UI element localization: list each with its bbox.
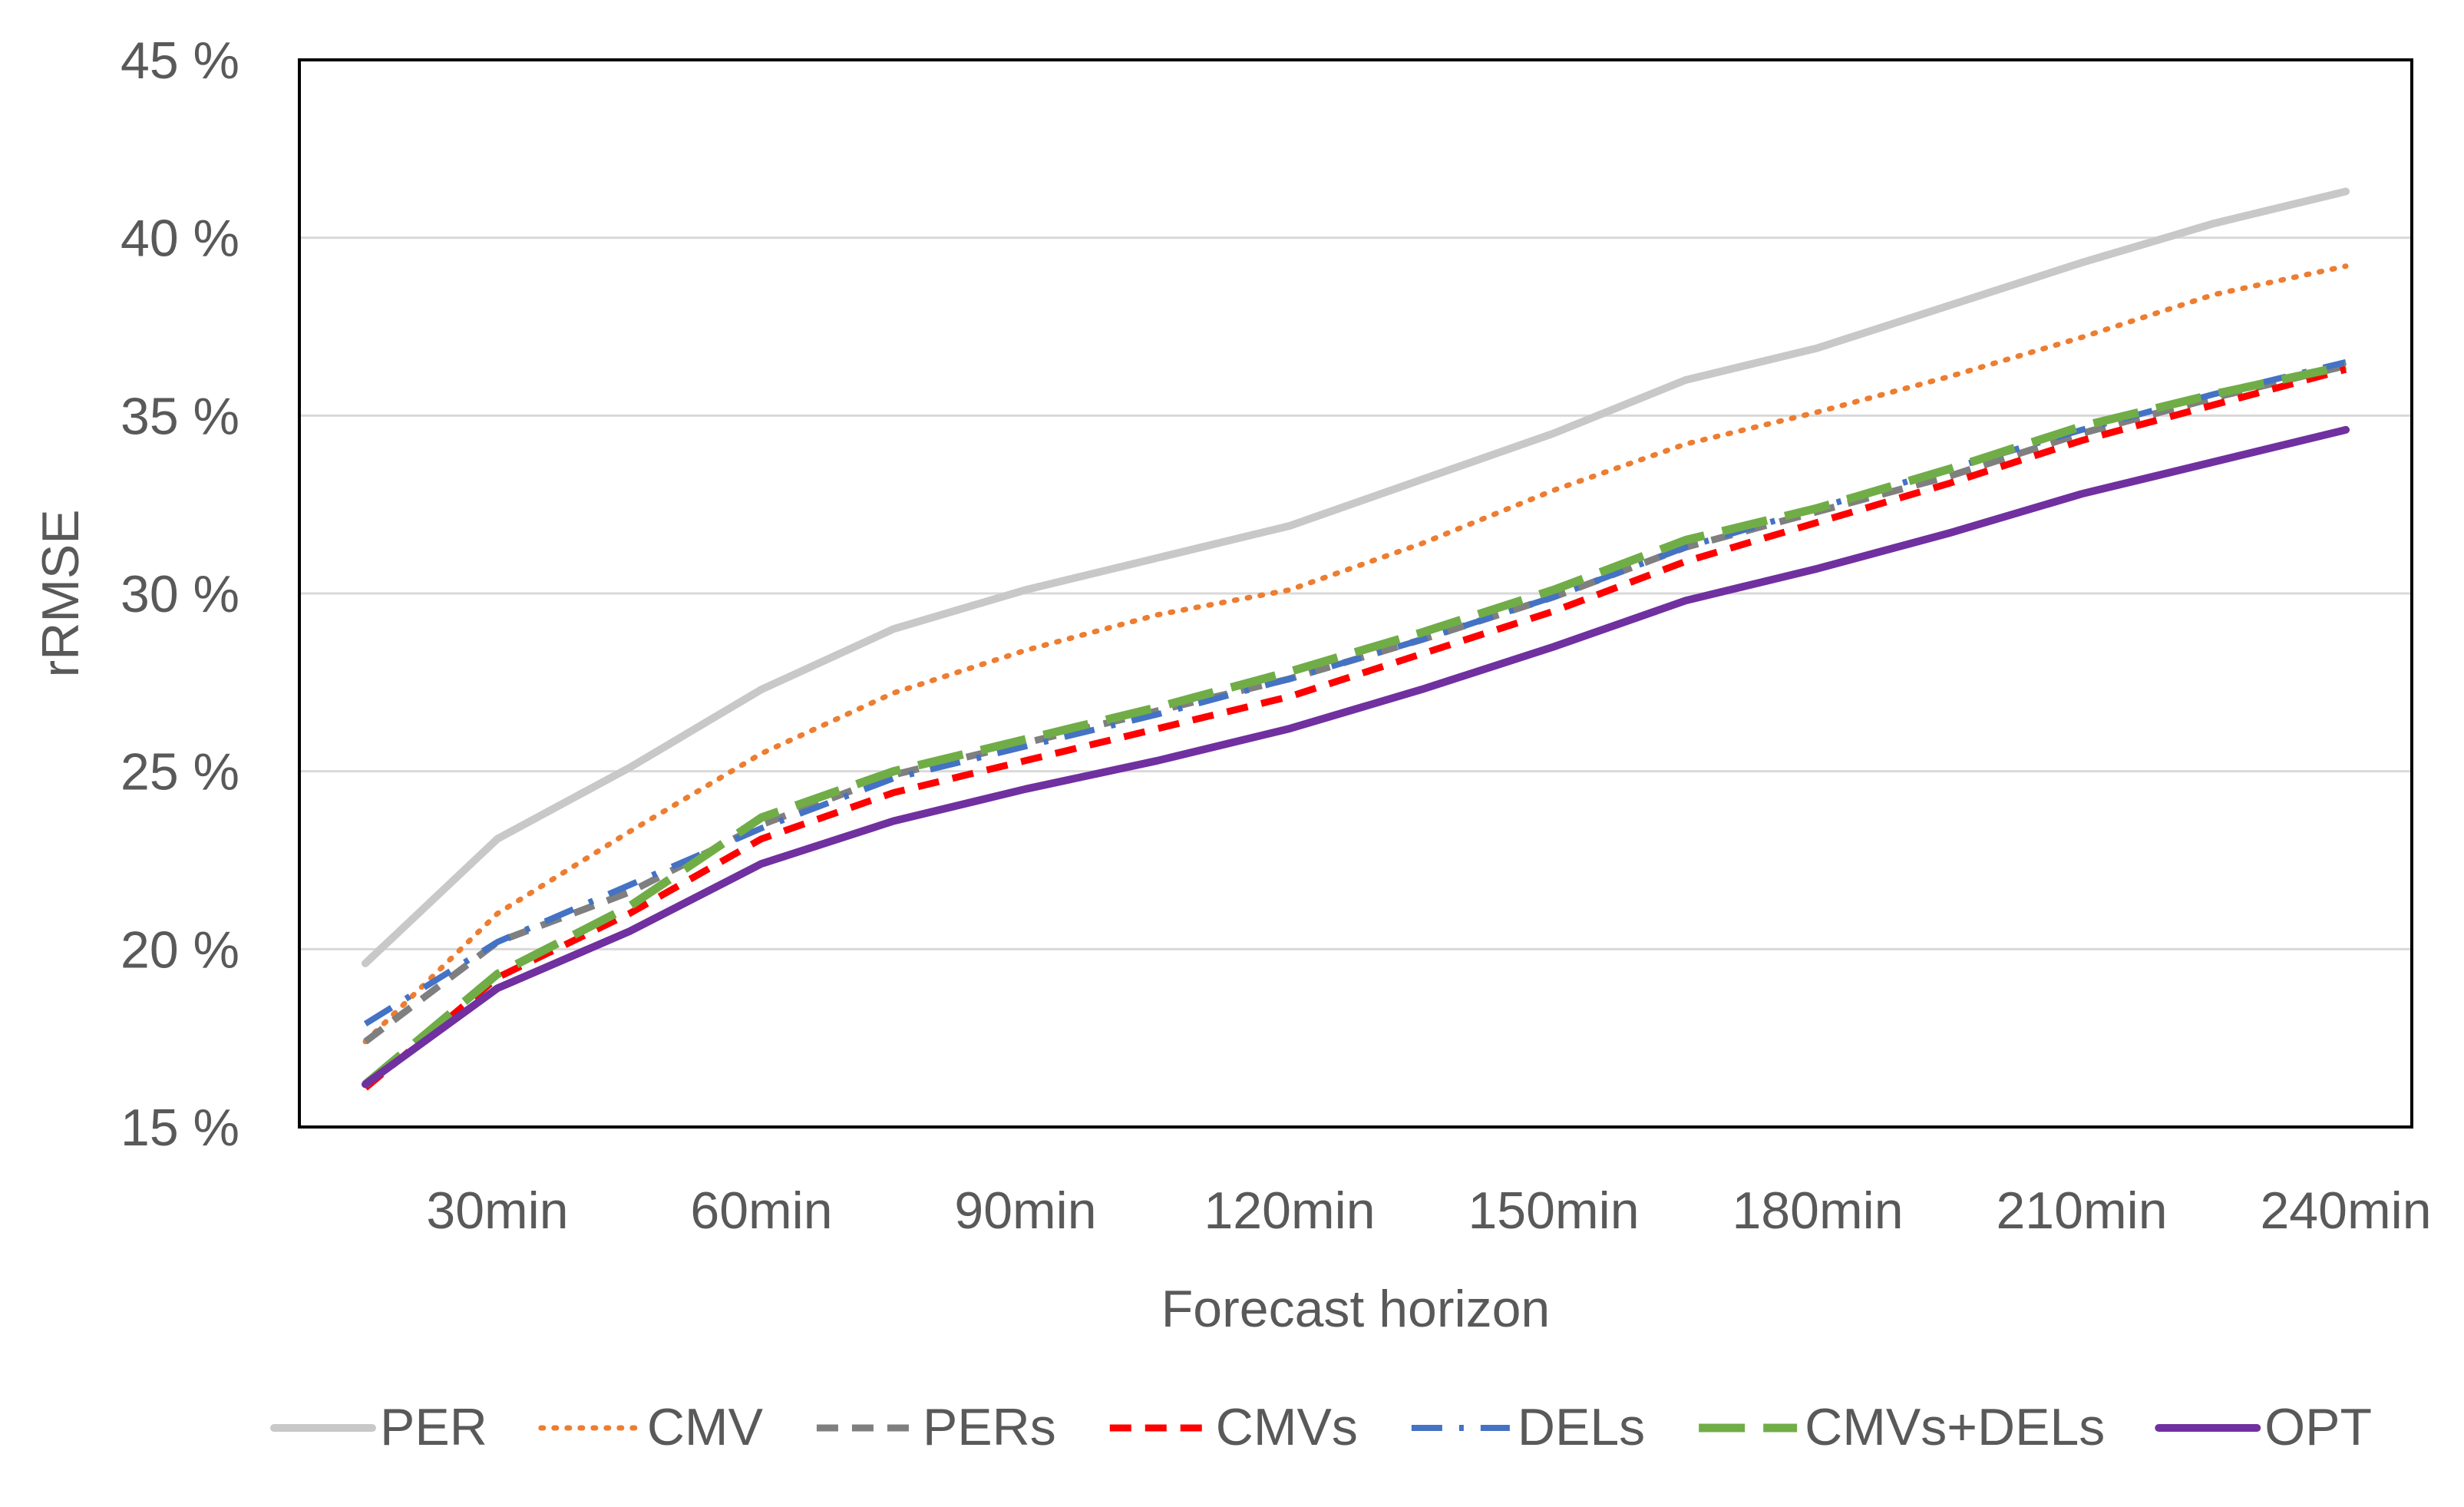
x-tick-label: 210min: [1996, 1181, 2167, 1240]
legend-item-cmvs-dels: CMVs+DELs: [1699, 1398, 2105, 1456]
series-line-pers: [363, 362, 2347, 1045]
legend-item-cmvs: CMVs: [1109, 1398, 1358, 1456]
series-layer: [362, 187, 2350, 1091]
y-axis-tick-labels: 15 % 20 % 25 % 30 % 35 % 40 % 45 %: [121, 31, 239, 1157]
plot-area-border: [298, 58, 2413, 1129]
x-tick-label: 30min: [426, 1181, 568, 1240]
x-tick-label: 120min: [1204, 1181, 1375, 1240]
x-tick-label: 240min: [2260, 1181, 2431, 1240]
legend-item-dels: DELs: [1411, 1398, 1645, 1456]
series-line-dels: [363, 359, 2347, 1027]
x-tick-label: 150min: [1468, 1181, 1639, 1240]
y-tick-label: 30 %: [121, 565, 239, 623]
legend: PER CMV PERs CMVs DELs CMVs+DELs OPT: [270, 1398, 2372, 1456]
legend-label: OPT: [2264, 1398, 2372, 1456]
legend-label: CMVs+DELs: [1805, 1398, 2105, 1456]
legend-label: PER: [380, 1398, 487, 1456]
legend-label: PERs: [923, 1398, 1056, 1456]
legend-label: CMVs: [1216, 1398, 1358, 1456]
x-tick-label: 180min: [1732, 1181, 1903, 1240]
y-tick-label: 25 %: [121, 743, 239, 801]
legend-label: CMV: [647, 1398, 764, 1456]
series-line-cmvs: [363, 365, 2347, 1091]
y-tick-label: 15 %: [121, 1099, 239, 1157]
x-tick-label: 90min: [954, 1181, 1096, 1240]
series-line-cmvs-dels: [362, 362, 2347, 1088]
grid-layer: [299, 236, 2412, 950]
y-tick-label: 20 %: [121, 920, 239, 979]
y-axis-title: rRMSE: [31, 509, 90, 677]
legend-item-cmv: CMV: [538, 1398, 764, 1456]
series-line-opt: [362, 425, 2350, 1089]
y-tick-label: 40 %: [121, 210, 239, 268]
legend-label: DELs: [1518, 1398, 1645, 1456]
series-line-per: [362, 187, 2350, 967]
y-tick-label: 45 %: [121, 31, 239, 90]
x-axis-tick-labels: 30min 60min 90min 120min 150min 180min 210min 2…: [426, 1181, 2431, 1240]
x-tick-label: 60min: [690, 1181, 832, 1240]
legend-item-opt: OPT: [2155, 1398, 2372, 1456]
x-axis-title: Forecast horizon: [1161, 1280, 1550, 1338]
series-line-cmv: [362, 263, 2349, 1045]
legend-item-pers: PERs: [816, 1398, 1056, 1456]
y-tick-label: 35 %: [121, 387, 239, 445]
legend-item-per: PER: [270, 1398, 487, 1456]
